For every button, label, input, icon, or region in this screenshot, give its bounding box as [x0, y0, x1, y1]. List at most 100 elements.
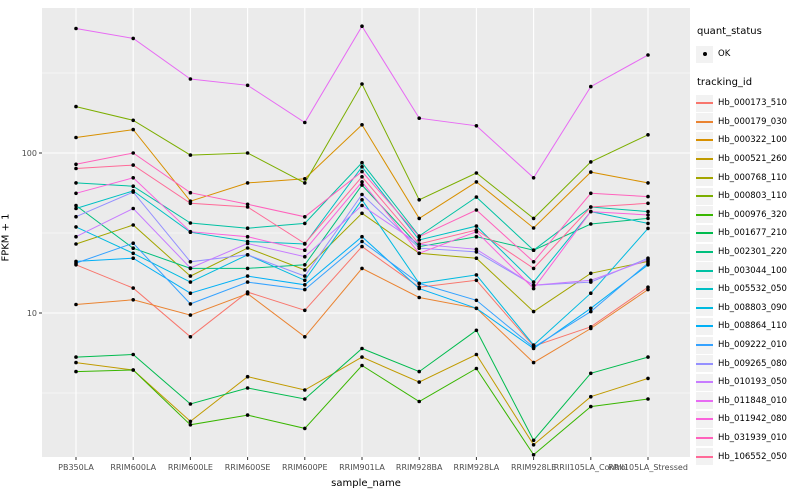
data-point [646, 397, 650, 401]
legend-line-icon [696, 436, 713, 439]
legend-entry-label: Hb_001677_210 [718, 228, 787, 239]
legend-line-icon [696, 158, 713, 161]
legend-line-icon [696, 120, 713, 123]
legend-line-icon [696, 325, 713, 328]
x-tick-label: RRIM928LA [454, 463, 500, 472]
data-point [531, 260, 536, 264]
data-point [74, 181, 78, 185]
legend-key-swatch [696, 373, 713, 391]
legend-key-swatch [696, 113, 713, 131]
data-point [303, 397, 307, 401]
data-point [245, 253, 250, 257]
legend-entry-Hb_000768_110: Hb_000768_110 [696, 168, 800, 187]
data-point [303, 278, 307, 283]
data-point [131, 206, 135, 211]
legend-entry-Hb_005532_050: Hb_005532_050 [696, 280, 800, 299]
data-point [131, 176, 135, 180]
data-point [589, 309, 593, 314]
data-point [74, 206, 78, 211]
data-point [531, 216, 536, 221]
data-point [188, 274, 193, 278]
data-point [531, 226, 536, 230]
legend-title-quant-status: quant_status [697, 26, 762, 37]
y-tick-label: 100 [22, 149, 37, 158]
legend-entry-ok: OK [696, 43, 800, 65]
legend-entry-label: Hb_009265_080 [718, 358, 787, 369]
data-point [131, 368, 135, 372]
legend-entry-Hb_009265_080: Hb_009265_080 [696, 354, 800, 373]
data-point [245, 181, 250, 185]
data-point [131, 151, 135, 155]
legend-line-icon [696, 232, 713, 235]
data-point [360, 211, 364, 216]
data-point [360, 123, 364, 127]
x-tick-label: RRII105LA_Stressed [608, 463, 688, 472]
data-point [417, 369, 422, 374]
legend-entry-label: Hb_000803_110 [718, 191, 787, 202]
data-point [360, 234, 364, 239]
legend-entry-Hb_031939_010: Hb_031939_010 [696, 429, 800, 448]
data-point [417, 198, 422, 202]
legend-key-swatch [696, 45, 713, 63]
data-point [188, 280, 193, 284]
data-point [531, 438, 536, 443]
data-point [417, 238, 422, 242]
data-point [417, 295, 422, 300]
data-point [474, 171, 479, 175]
data-point [360, 160, 364, 165]
data-point [474, 366, 479, 371]
legend-entry-label: Hb_005532_050 [718, 284, 787, 295]
legend-key-swatch [696, 131, 713, 149]
data-point [589, 222, 593, 226]
data-point [646, 201, 650, 206]
data-point [131, 352, 135, 357]
data-point [74, 261, 78, 265]
legend-entry-Hb_003044_100: Hb_003044_100 [696, 261, 800, 280]
data-point [589, 205, 593, 209]
data-point [74, 225, 78, 229]
legend-key-swatch [696, 150, 713, 168]
legend-entry-Hb_001677_210: Hb_001677_210 [696, 224, 800, 243]
data-point [417, 399, 422, 404]
data-point [417, 380, 422, 384]
legend-entry-label: Hb_106552_050 [718, 451, 787, 462]
data-point [589, 306, 593, 311]
legend-entry-Hb_000179_030: Hb_000179_030 [696, 113, 800, 132]
legend-entries: Hb_000173_510 Hb_000179_030 Hb_000322_100 H… [696, 94, 800, 466]
y-tick-label: 10 [27, 309, 37, 318]
data-point [188, 221, 193, 225]
legend-line-icon [696, 102, 713, 105]
data-point [646, 258, 650, 262]
data-point [74, 26, 78, 31]
plot-panel [42, 8, 690, 457]
legend-key-swatch [696, 262, 713, 280]
data-point [74, 355, 78, 359]
data-point [303, 274, 307, 278]
data-point [474, 298, 479, 303]
legend-line-icon [696, 306, 713, 309]
legend-entry-Hb_009222_010: Hb_009222_010 [696, 336, 800, 355]
data-point [303, 287, 307, 292]
legend-line-icon [696, 381, 713, 384]
legend-entry-Hb_000521_260: Hb_000521_260 [696, 150, 800, 169]
legend-entry-label: Hb_003044_100 [718, 265, 787, 276]
data-point [360, 244, 364, 249]
legend-entry-Hb_011942_080: Hb_011942_080 [696, 410, 800, 429]
data-point [646, 355, 650, 359]
data-point [303, 241, 307, 246]
data-point [74, 360, 78, 365]
data-point [417, 251, 422, 256]
data-point [589, 84, 593, 89]
data-point [131, 286, 135, 290]
data-point [74, 104, 78, 109]
data-point [646, 287, 650, 292]
data-point [589, 160, 593, 164]
data-point [245, 234, 250, 239]
data-point [245, 374, 250, 379]
data-point [589, 371, 593, 376]
data-point [188, 266, 193, 270]
legend: quant_status OK tracking_id Hb_000173_51… [696, 26, 800, 466]
data-point [531, 280, 536, 284]
data-point [531, 309, 536, 314]
